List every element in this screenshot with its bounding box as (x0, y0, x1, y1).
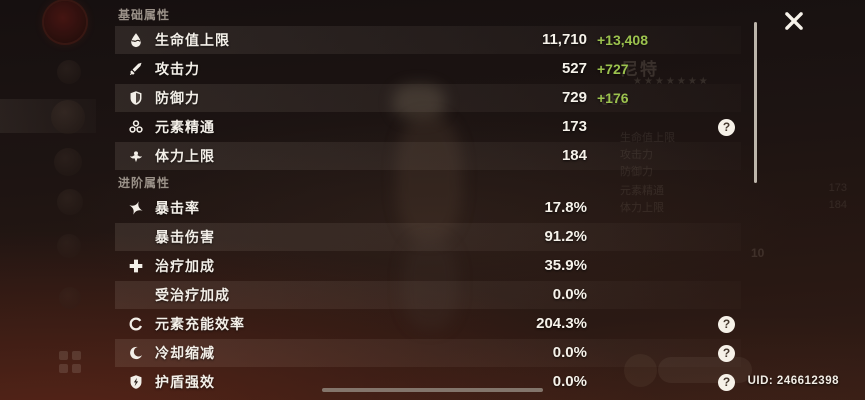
stat-value: 729 (561, 89, 587, 106)
background-misc-value: 10 (751, 246, 765, 260)
vertical-scrollbar-thumb[interactable] (754, 22, 757, 183)
help-icon[interactable]: ? (718, 315, 735, 333)
stat-bonus: +727 (597, 61, 629, 77)
stamina-icon (128, 148, 144, 164)
stat-bonus: +13,408 (597, 32, 648, 48)
stat-label: 冷却缩减 (155, 345, 215, 361)
stat-value: 204.3% (536, 315, 587, 332)
stat-row-shield-strength: 护盾强效 0.0% ? (115, 368, 741, 396)
element-emblem-icon (44, 1, 86, 43)
stat-label: 防御力 (155, 90, 200, 106)
stat-value: 173 (561, 118, 587, 135)
section-title-advanced: 进阶属性 (118, 176, 171, 190)
stat-row-energy-recharge: 元素充能效率 204.3% ? (115, 310, 741, 338)
stat-value: 184 (561, 147, 587, 164)
uid-label: UID: 246612398 (747, 375, 839, 387)
stat-label: 攻击力 (155, 61, 200, 77)
stat-value: 11,710 (541, 31, 587, 48)
stat-value: 0.0% (552, 344, 587, 361)
character-figure-legs (402, 238, 458, 330)
stat-row-cd-reduction: 冷却缩减 0.0% ? (115, 339, 741, 367)
stat-label: 元素精通 (155, 119, 215, 135)
stat-row-crit-rate: 暴击率 17.8% (115, 194, 741, 222)
background-action-button (658, 357, 752, 383)
stat-label: 体力上限 (155, 148, 215, 164)
stat-value: 0.0% (552, 373, 587, 390)
stat-row-hp: 生命值上限 11,710 +13,408 (115, 26, 741, 54)
stat-value: 0.0% (552, 286, 587, 303)
stat-label: 元素充能效率 (155, 316, 245, 332)
stat-row-incoming-healing: 受治疗加成 0.0% (115, 281, 741, 309)
selected-party-slot (0, 99, 96, 133)
stat-bonus: +176 (597, 90, 629, 106)
crit-rate-icon (128, 200, 144, 216)
stat-label: 受治疗加成 (155, 287, 230, 303)
stat-label: 暴击率 (155, 200, 200, 216)
stat-label: 治疗加成 (155, 258, 215, 274)
party-avatar (54, 148, 82, 176)
stat-label: 暴击伤害 (155, 229, 215, 245)
stat-label: 护盾强效 (155, 374, 215, 390)
party-avatar-selected (51, 100, 85, 134)
stat-row-stamina: 体力上限 184 (115, 142, 741, 170)
shield-strength-icon (128, 374, 144, 390)
help-icon[interactable]: ? (718, 373, 735, 391)
stat-row-atk: 攻击力 527 +727 (115, 55, 741, 83)
sword-icon (128, 61, 144, 77)
background-level: 082 (601, 92, 629, 109)
party-avatar (59, 287, 81, 309)
rarity-stars: ★★★★★★★ (633, 76, 710, 87)
stat-row-healing-bonus: 治疗加成 35.9% (115, 252, 741, 280)
help-icon[interactable]: ? (718, 344, 735, 362)
stat-row-def: 防御力 729 +176 (115, 84, 741, 112)
energy-recharge-icon (128, 316, 144, 332)
help-icon[interactable]: ? (718, 118, 735, 136)
background-character-name: 尼特 (621, 60, 659, 79)
stat-label: 生命值上限 (155, 32, 230, 48)
stat-value: 35.9% (544, 257, 587, 274)
hp-icon (128, 32, 144, 48)
attributes-panel: 基础属性 生命值上限 11,710 +13,408 攻击力 527 +727 防… (115, 0, 741, 400)
background-weapon-icon (624, 354, 657, 387)
party-avatar (57, 234, 81, 258)
elemental-mastery-icon (128, 119, 144, 135)
character-figure-body (396, 116, 462, 241)
stat-row-em: 元素精通 173 ? (115, 113, 741, 141)
stat-value: 17.8% (544, 199, 587, 216)
party-avatar (57, 189, 83, 215)
shield-icon (128, 90, 144, 106)
stat-value: 527 (561, 60, 587, 77)
party-avatar (57, 60, 81, 84)
party-grid-icon (59, 351, 81, 373)
stat-value: 91.2% (544, 228, 587, 245)
healing-cross-icon (128, 258, 144, 274)
character-figure-hair (393, 84, 445, 120)
horizontal-scrollbar-thumb[interactable] (322, 388, 543, 392)
close-icon[interactable] (781, 8, 807, 34)
cooldown-icon (128, 345, 144, 361)
section-title-basic: 基础属性 (118, 8, 171, 22)
stat-row-crit-dmg: 暴击伤害 91.2% (115, 223, 741, 251)
